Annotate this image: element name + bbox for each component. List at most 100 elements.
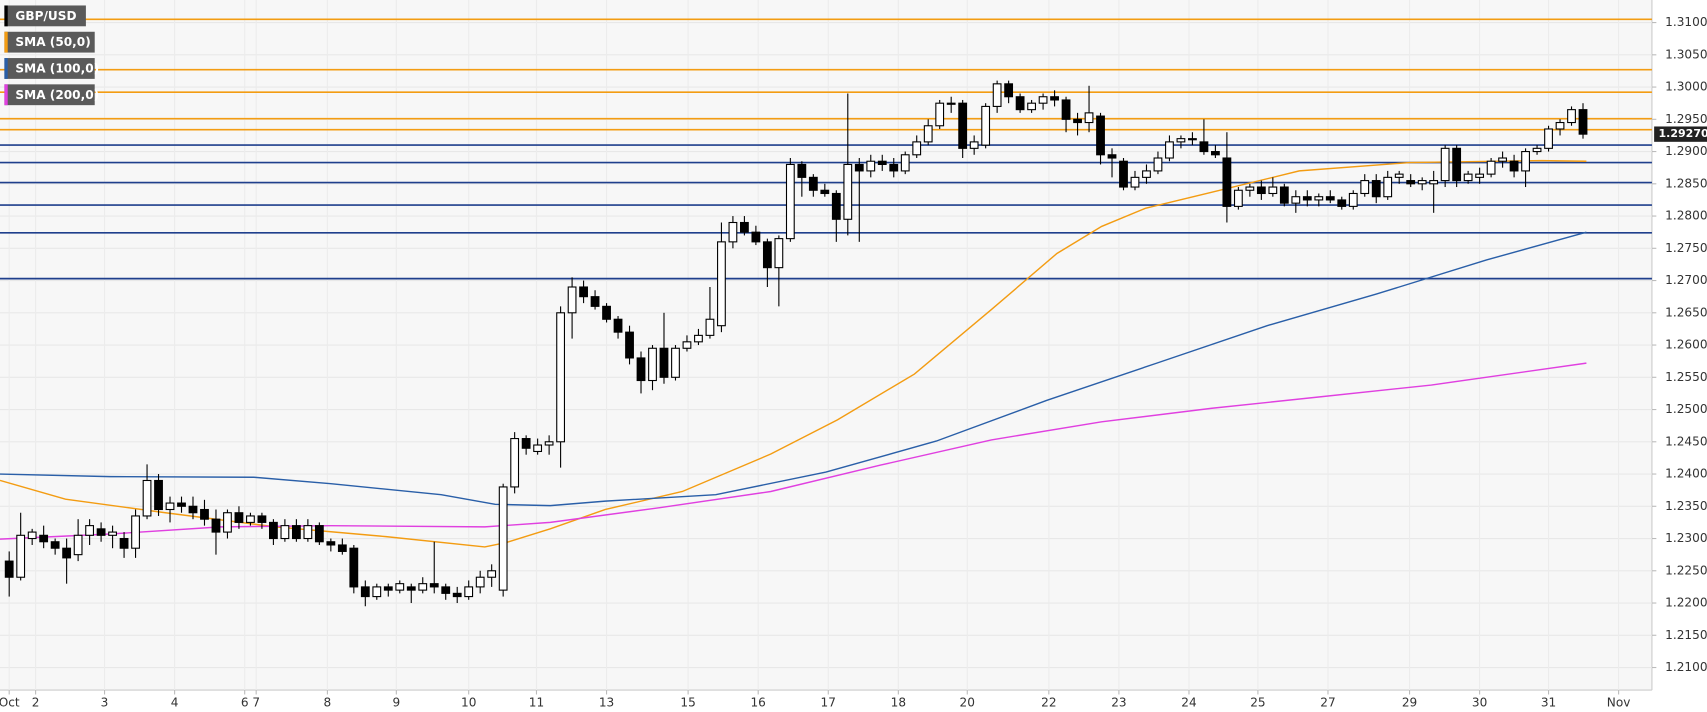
candle-body bbox=[1394, 173, 1404, 178]
candle-body bbox=[372, 586, 382, 598]
candle-body bbox=[1004, 83, 1014, 98]
y-tick-label: 1.2200 bbox=[1665, 596, 1707, 610]
legend-box bbox=[4, 58, 95, 79]
sma-line bbox=[0, 362, 1587, 540]
legend: GBP/USD SMA (50,0) SMA (100,0) SMA (200,0) bbox=[4, 5, 99, 106]
candle-body bbox=[1417, 180, 1427, 185]
y-tick-label: 1.2250 bbox=[1665, 563, 1707, 577]
candle-body bbox=[4, 560, 14, 578]
candle-body bbox=[1245, 186, 1255, 191]
candle-body bbox=[1233, 189, 1243, 207]
candle-body bbox=[395, 583, 405, 591]
legend-label: GBP/USD bbox=[15, 9, 76, 23]
candle-body bbox=[1486, 160, 1496, 175]
candle-body bbox=[1210, 151, 1220, 156]
candle-body bbox=[1302, 196, 1312, 201]
y-tick-label: 1.2900 bbox=[1665, 144, 1707, 158]
candle-body bbox=[1521, 151, 1530, 172]
candle-body bbox=[1107, 154, 1117, 159]
candle-body bbox=[1383, 176, 1393, 198]
x-tick-label: 25 bbox=[1250, 696, 1265, 710]
candle-body bbox=[303, 525, 313, 540]
candle-body bbox=[119, 537, 129, 549]
candle-body bbox=[728, 221, 738, 243]
candle-body bbox=[1256, 186, 1266, 195]
candle-body bbox=[154, 479, 163, 511]
x-tick-label: 20 bbox=[960, 696, 975, 710]
candle-body bbox=[418, 583, 428, 591]
x-tick-label: 31 bbox=[1541, 696, 1556, 710]
y-tick-label: 1.2600 bbox=[1665, 338, 1707, 352]
legend-label: SMA (200,0) bbox=[15, 88, 99, 102]
candle-body bbox=[269, 521, 278, 540]
candle-body bbox=[579, 286, 588, 298]
x-tick-label: 11 bbox=[529, 696, 544, 710]
candle-body bbox=[946, 102, 956, 105]
candle-body bbox=[1015, 96, 1025, 111]
candle-body bbox=[234, 512, 244, 523]
x-tick-label: Oct bbox=[0, 696, 20, 710]
candle-body bbox=[1142, 170, 1151, 178]
candle-body bbox=[1567, 109, 1576, 124]
candle-body bbox=[142, 479, 152, 517]
candle-body bbox=[291, 525, 301, 540]
x-tick-label: 4 bbox=[171, 696, 179, 710]
candle-body bbox=[567, 286, 577, 314]
candle-body bbox=[1475, 173, 1485, 178]
legend-label: SMA (100,0) bbox=[15, 62, 99, 76]
candle-body bbox=[200, 508, 209, 520]
candle-body bbox=[27, 531, 37, 540]
candle-body bbox=[1096, 115, 1105, 156]
y-tick-label: 1.2850 bbox=[1665, 176, 1707, 190]
y-tick-label: 1.2800 bbox=[1665, 209, 1707, 223]
candle-body bbox=[1061, 99, 1071, 120]
candle-body bbox=[280, 525, 290, 540]
candle-body bbox=[131, 515, 140, 549]
candle-body bbox=[521, 438, 531, 449]
candle-body bbox=[1325, 196, 1335, 201]
x-tick-label: 7 bbox=[252, 696, 260, 710]
candle-body bbox=[1268, 186, 1278, 195]
x-tick-label: 30 bbox=[1472, 696, 1487, 710]
candle-body bbox=[1371, 180, 1381, 198]
candle-body bbox=[1176, 138, 1186, 143]
x-tick-label: 23 bbox=[1111, 696, 1126, 710]
candle-body bbox=[1463, 173, 1473, 182]
y-tick-label: 1.2950 bbox=[1665, 112, 1707, 126]
candle-body bbox=[1188, 138, 1197, 141]
sma-line bbox=[0, 231, 1587, 507]
candle-body bbox=[808, 176, 818, 191]
candle-body bbox=[16, 534, 26, 578]
candle-body bbox=[1348, 192, 1358, 207]
y-tick-label: 1.2400 bbox=[1665, 467, 1707, 481]
x-tick-label: Nov bbox=[1607, 696, 1631, 710]
candle-body bbox=[1130, 176, 1140, 188]
candle-body bbox=[694, 334, 703, 343]
candle-body bbox=[900, 154, 910, 172]
candle-body bbox=[958, 102, 968, 149]
y-tick-label: 1.2300 bbox=[1665, 531, 1707, 545]
candle-body bbox=[739, 221, 749, 233]
y-tick-label: 1.3000 bbox=[1665, 80, 1707, 94]
candle-body bbox=[533, 444, 543, 453]
candle-body bbox=[1027, 102, 1037, 111]
x-tick-label: 10 bbox=[461, 696, 476, 710]
candle-body bbox=[383, 586, 393, 591]
y-tick-label: 1.2550 bbox=[1665, 370, 1707, 384]
legend-swatch bbox=[4, 5, 8, 27]
x-tick-label: 2 bbox=[32, 696, 40, 710]
candle-body bbox=[223, 512, 232, 533]
candle-body bbox=[326, 541, 336, 546]
x-tick-label: 3 bbox=[101, 696, 109, 710]
candle-body bbox=[877, 160, 887, 166]
candle-body bbox=[1360, 180, 1370, 195]
legend-box bbox=[4, 5, 86, 27]
candle-body bbox=[992, 83, 1002, 107]
y-tick-label: 1.2700 bbox=[1665, 273, 1707, 287]
candle-body bbox=[866, 160, 876, 172]
candle-body bbox=[50, 541, 60, 549]
candle-body bbox=[843, 163, 853, 220]
candle-body bbox=[257, 515, 267, 523]
candle-body bbox=[705, 318, 715, 336]
